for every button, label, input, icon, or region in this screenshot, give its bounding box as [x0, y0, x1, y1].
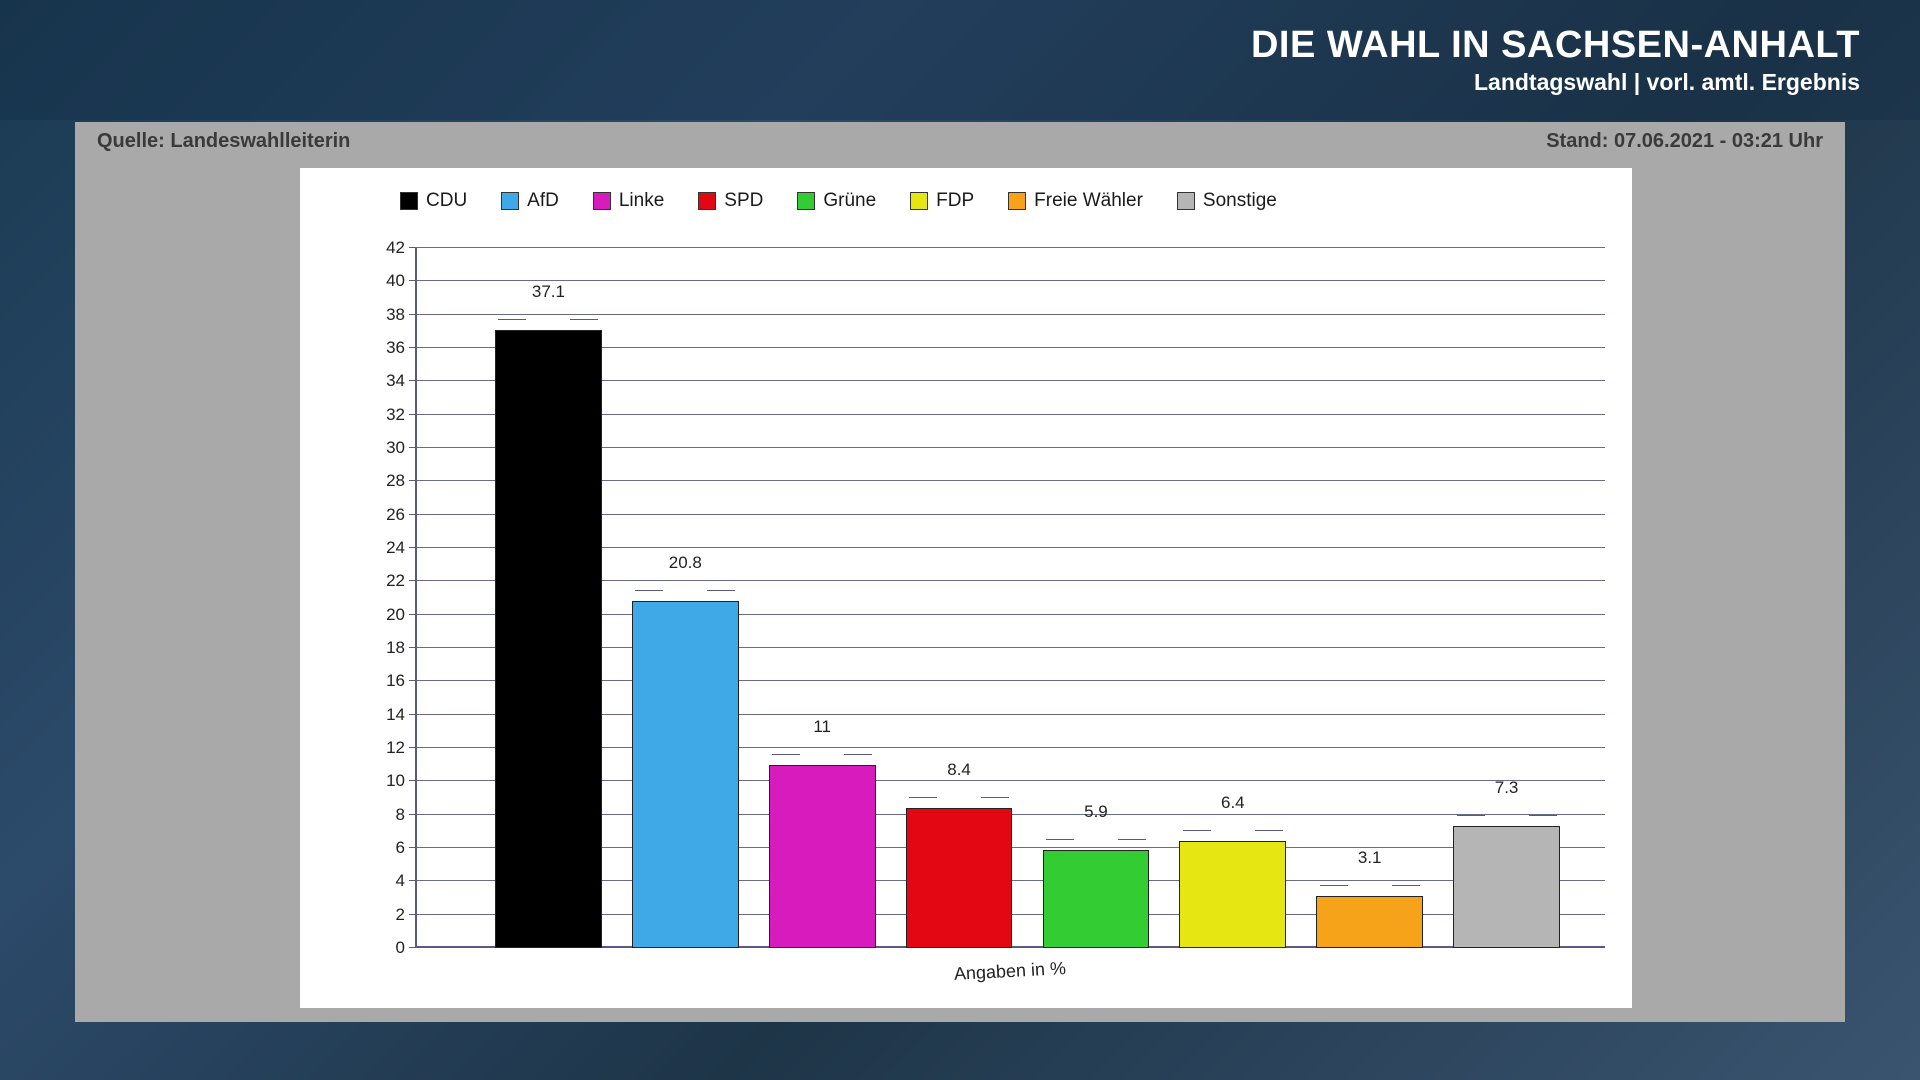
legend-swatch: [593, 192, 611, 210]
bar-label-line: [981, 797, 1009, 798]
bar-value-label: 37.1: [532, 282, 565, 304]
legend-swatch: [698, 192, 716, 210]
y-tick-label: 12: [386, 738, 415, 758]
bar-label-line: [1046, 839, 1074, 840]
source-label: Quelle: Landeswahlleiterin: [97, 130, 350, 153]
legend-label: Sonstige: [1203, 190, 1277, 212]
bar: [1043, 850, 1150, 948]
y-tick-label: 4: [396, 871, 415, 891]
bar-value-label: 20.8: [669, 553, 702, 575]
bar-value-label: 8.4: [947, 760, 971, 782]
y-tick-label: 14: [386, 705, 415, 725]
bar: [1179, 841, 1286, 948]
x-axis-title: Angaben in %: [953, 958, 1066, 985]
bar: [1316, 896, 1423, 948]
bar-label-line: [498, 319, 526, 320]
bar-label-line: [1457, 815, 1485, 816]
bar-label-line: [1529, 815, 1557, 816]
bar-label-line: [1320, 885, 1348, 886]
y-tick-label: 40: [386, 271, 415, 291]
bar-label-line: [1118, 839, 1146, 840]
legend-label: Linke: [619, 190, 664, 212]
bar-label-line: [844, 754, 872, 755]
y-tick-label: 20: [386, 605, 415, 625]
y-tick-label: 8: [396, 805, 415, 825]
bar: [1453, 826, 1560, 948]
y-tick-label: 22: [386, 571, 415, 591]
bar: [906, 808, 1013, 948]
y-tick-label: 34: [386, 371, 415, 391]
legend-swatch: [400, 192, 418, 210]
bar-label-line: [707, 590, 735, 591]
legend-swatch: [1177, 192, 1195, 210]
legend-item: AfD: [501, 190, 559, 212]
y-tick-label: 38: [386, 305, 415, 325]
legend-swatch: [910, 192, 928, 210]
banner-subtitle: Landtagswahl | vorl. amtl. Ergebnis: [1251, 69, 1860, 96]
y-tick-label: 10: [386, 771, 415, 791]
grid-line: [415, 314, 1605, 315]
bar-label-line: [772, 754, 800, 755]
y-tick-label: 0: [396, 938, 415, 958]
top-banner: DIE WAHL IN SACHSEN-ANHALT Landtagswahl …: [0, 0, 1920, 120]
legend-swatch: [501, 192, 519, 210]
y-tick-label: 6: [396, 838, 415, 858]
y-axis-line: [415, 248, 417, 948]
y-tick-label: 30: [386, 438, 415, 458]
y-tick-label: 32: [386, 405, 415, 425]
bar-value-label: 3.1: [1358, 848, 1382, 870]
legend-label: Grüne: [823, 190, 876, 212]
bar-value-label: 5.9: [1084, 802, 1108, 824]
grid-line: [415, 247, 1605, 248]
bar-value-label: 7.3: [1495, 778, 1519, 800]
y-tick-label: 2: [396, 905, 415, 925]
legend-item: Freie Wähler: [1008, 190, 1143, 212]
y-tick-label: 28: [386, 471, 415, 491]
bar-label-line: [909, 797, 937, 798]
legend-label: SPD: [724, 190, 763, 212]
bar-label-line: [1255, 830, 1283, 831]
legend-label: AfD: [527, 190, 559, 212]
chart-plot-area: Angaben in % 024681012141618202224262830…: [415, 248, 1605, 948]
bar: [632, 601, 739, 948]
y-tick-label: 16: [386, 671, 415, 691]
legend-swatch: [1008, 192, 1026, 210]
legend-item: FDP: [910, 190, 974, 212]
chart-legend: CDU AfD Linke SPD Grüne FDP Freie Wähler Sonsti…: [400, 190, 1592, 212]
y-tick-label: 42: [386, 238, 415, 258]
legend-item: Sonstige: [1177, 190, 1277, 212]
legend-label: FDP: [936, 190, 974, 212]
bar-label-line: [1392, 885, 1420, 886]
bar-label-line: [570, 319, 598, 320]
legend-item: Linke: [593, 190, 664, 212]
y-tick-label: 18: [386, 638, 415, 658]
meta-row: Quelle: Landeswahlleiterin Stand: 07.06.…: [75, 122, 1845, 157]
legend-item: SPD: [698, 190, 763, 212]
stand-label: Stand: 07.06.2021 - 03:21 Uhr: [1546, 130, 1823, 153]
grid-line: [415, 280, 1605, 281]
legend-swatch: [797, 192, 815, 210]
banner-title: DIE WAHL IN SACHSEN-ANHALT: [1251, 24, 1860, 67]
content-panel: Quelle: Landeswahlleiterin Stand: 07.06.…: [75, 122, 1845, 1022]
banner-text-block: DIE WAHL IN SACHSEN-ANHALT Landtagswahl …: [1251, 24, 1860, 96]
y-tick-label: 24: [386, 538, 415, 558]
bar-value-label: 6.4: [1221, 793, 1245, 815]
bar: [769, 765, 876, 948]
legend-item: CDU: [400, 190, 467, 212]
bar: [495, 330, 602, 948]
legend-label: CDU: [426, 190, 467, 212]
bar-label-line: [1183, 830, 1211, 831]
bar-label-line: [635, 590, 663, 591]
bar-value-label: 11: [813, 717, 831, 739]
y-tick-label: 26: [386, 505, 415, 525]
legend-item: Grüne: [797, 190, 876, 212]
legend-label: Freie Wähler: [1034, 190, 1143, 212]
y-tick-label: 36: [386, 338, 415, 358]
chart-container: CDU AfD Linke SPD Grüne FDP Freie Wähler Sonsti…: [300, 168, 1632, 1008]
